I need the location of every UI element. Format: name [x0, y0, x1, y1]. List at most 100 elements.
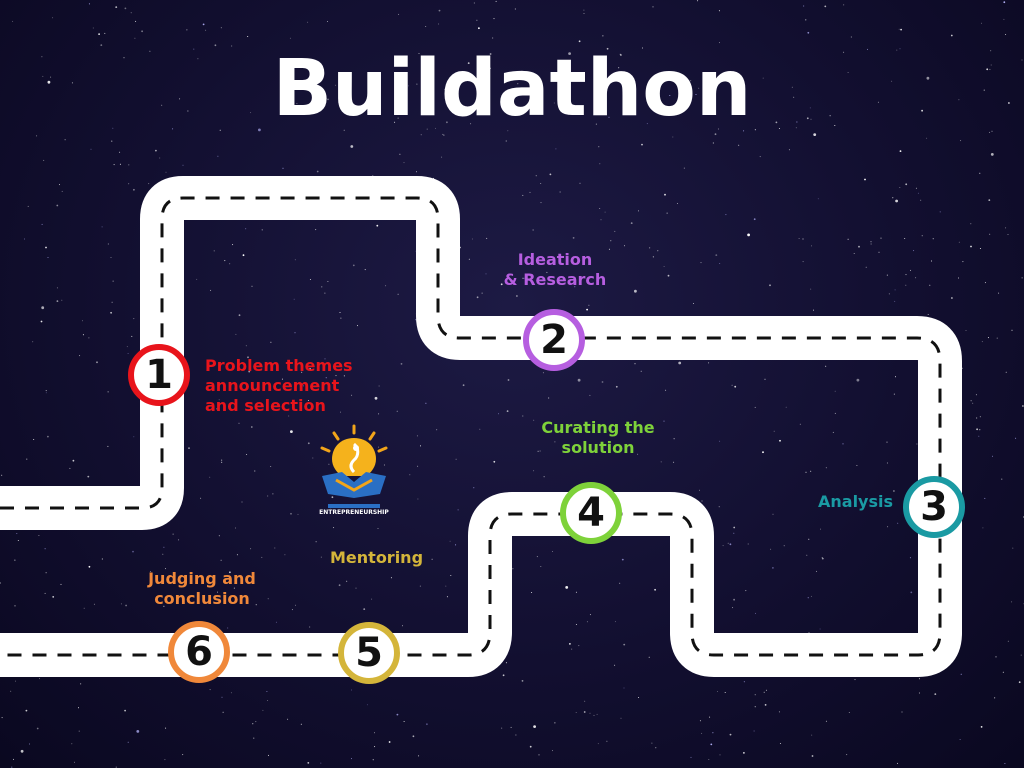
star: [991, 130, 993, 132]
star: [712, 142, 714, 144]
star: [886, 274, 888, 276]
star: [915, 187, 917, 189]
star: [17, 540, 19, 541]
star: [250, 548, 252, 550]
star: [133, 188, 135, 191]
star: [127, 353, 129, 354]
star: [535, 175, 537, 177]
star: [980, 726, 983, 728]
star: [417, 498, 419, 500]
star: [586, 621, 588, 623]
star: [834, 125, 836, 126]
star: [343, 129, 345, 131]
star: [701, 732, 703, 734]
star: [455, 544, 457, 546]
star: [898, 28, 900, 30]
star: [531, 592, 533, 593]
star: [417, 465, 419, 467]
star: [333, 527, 335, 529]
star: [958, 241, 960, 243]
star: [107, 391, 109, 393]
star: [251, 285, 253, 287]
star: [41, 56, 43, 58]
star: [45, 390, 47, 392]
star: [390, 577, 392, 579]
star: [416, 435, 418, 437]
star: [416, 171, 417, 173]
stage-4-label-line: Curating the: [541, 418, 655, 437]
star: [290, 512, 292, 515]
star: [110, 257, 112, 258]
star: [402, 625, 403, 627]
star: [262, 709, 264, 711]
star: [615, 385, 618, 388]
star: [1003, 18, 1005, 20]
star: [791, 86, 793, 88]
stage-1-label: Problem themes announcement and selectio…: [205, 356, 353, 416]
star: [893, 393, 895, 395]
star: [934, 693, 937, 695]
stage-3-marker: 3: [903, 476, 965, 538]
star: [614, 230, 616, 232]
star: [14, 559, 16, 561]
star: [489, 67, 491, 69]
star: [984, 497, 986, 499]
star: [130, 12, 132, 14]
star: [886, 462, 888, 464]
star: [802, 238, 804, 240]
star: [709, 716, 711, 718]
star: [989, 68, 991, 70]
star: [638, 210, 639, 212]
star: [115, 6, 118, 8]
star: [745, 590, 747, 592]
star: [196, 278, 198, 280]
star: [960, 673, 962, 675]
star: [673, 461, 675, 463]
star: [555, 148, 557, 150]
stage-6-label-line: Judging and: [148, 569, 256, 588]
star: [1003, 1, 1006, 4]
star: [123, 57, 125, 59]
star: [327, 98, 329, 101]
star: [895, 376, 896, 378]
star: [267, 700, 269, 701]
star: [45, 392, 47, 394]
star: [132, 550, 134, 553]
star: [100, 44, 103, 46]
star: [899, 150, 902, 153]
star: [47, 80, 51, 84]
star: [932, 238, 934, 240]
star: [338, 584, 341, 587]
stage-5-label: Mentoring: [330, 548, 423, 568]
star: [309, 626, 311, 628]
stage-5-marker: 5: [338, 622, 400, 684]
star: [159, 157, 161, 159]
star: [15, 680, 16, 682]
star: [307, 21, 309, 23]
star: [107, 243, 109, 245]
star: [275, 621, 277, 623]
star: [425, 26, 427, 27]
star: [811, 734, 813, 736]
star: [394, 121, 396, 123]
star: [1002, 671, 1004, 673]
star: [351, 394, 353, 396]
star: [754, 706, 756, 708]
star: [255, 721, 257, 723]
star: [217, 155, 219, 157]
star: [219, 129, 221, 131]
star: [80, 683, 82, 685]
star: [471, 238, 473, 240]
star: [807, 31, 810, 34]
star: [294, 259, 296, 261]
star: [537, 450, 539, 452]
star: [548, 397, 550, 399]
star: [532, 229, 534, 231]
star: [124, 7, 127, 10]
star: [988, 199, 991, 202]
star: [546, 271, 548, 273]
star: [620, 54, 622, 56]
star: [719, 440, 721, 442]
star: [1015, 437, 1017, 439]
stage-5-number: 5: [355, 630, 383, 676]
